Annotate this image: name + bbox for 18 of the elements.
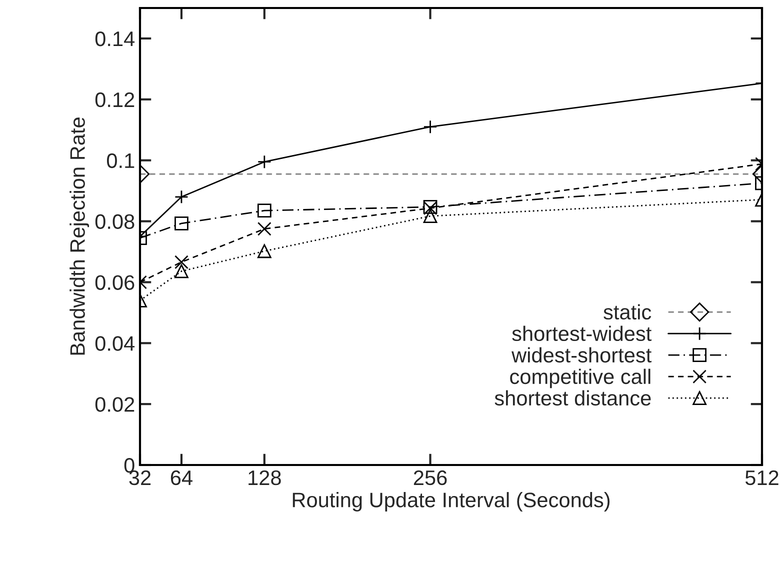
x-tick-label: 64 bbox=[170, 470, 192, 486]
x-tick-label: 512 bbox=[745, 470, 778, 486]
y-tick-label: 0.06 bbox=[95, 275, 134, 290]
x-tick-label: 128 bbox=[248, 470, 281, 486]
y-tick-label: 0.04 bbox=[95, 336, 135, 351]
y-tick-label: 0.1 bbox=[106, 153, 134, 168]
legend-label: shortest-widest bbox=[512, 326, 652, 342]
legend-label: competitive call bbox=[510, 368, 650, 388]
y-tick-label: 0.08 bbox=[95, 214, 134, 230]
legend-label: widest-shortest bbox=[512, 347, 652, 363]
x-axis-title: Routing Update Interval (Seconds) bbox=[292, 492, 610, 512]
legend-label: shortest distance bbox=[494, 390, 651, 406]
x-tick-label: 256 bbox=[414, 470, 447, 486]
y-axis-title: Bandwidth Rejection Rate bbox=[70, 118, 90, 355]
y-tick-label: 0.14 bbox=[95, 31, 135, 46]
legend-label: static bbox=[604, 304, 652, 320]
y-tick-label: 0.12 bbox=[95, 92, 134, 108]
y-tick-label: 0.02 bbox=[95, 397, 134, 412]
